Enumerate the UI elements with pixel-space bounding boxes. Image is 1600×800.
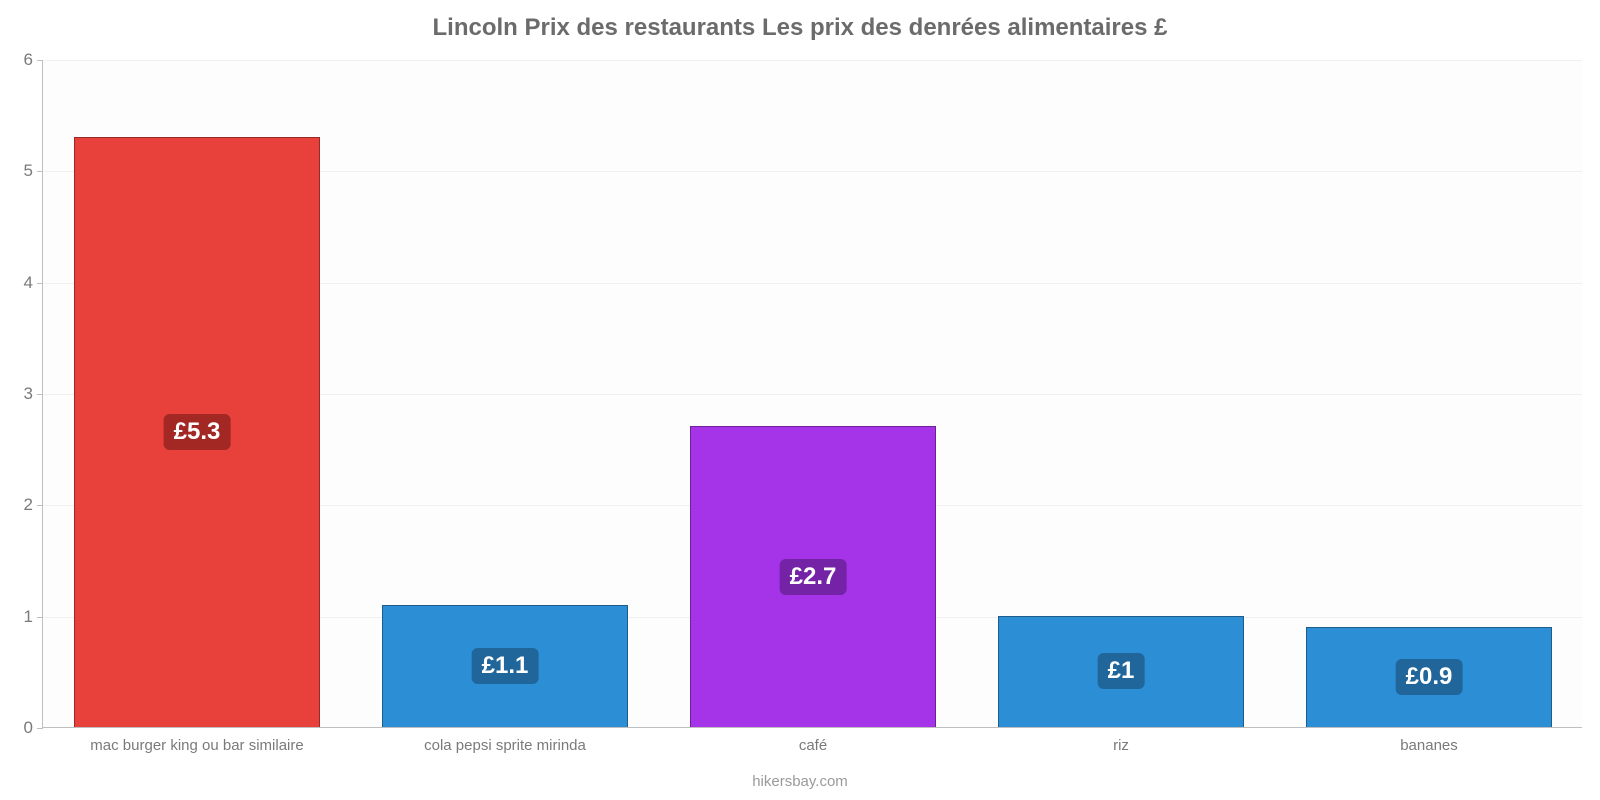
ytick-label: 5 xyxy=(24,161,43,181)
ytick-label: 0 xyxy=(24,718,43,738)
price-bar-chart: Lincoln Prix des restaurants Les prix de… xyxy=(0,0,1600,800)
xtick-label: mac burger king ou bar similaire xyxy=(90,727,303,754)
bar: £1 xyxy=(998,616,1244,727)
value-badge: £0.9 xyxy=(1396,659,1463,695)
xtick-label: café xyxy=(799,727,827,754)
xtick-label: bananes xyxy=(1400,727,1458,754)
xtick-label: riz xyxy=(1113,727,1129,754)
plot-area: 0123456 £5.3£1.1£2.7£1£0.9 mac burger ki… xyxy=(42,60,1582,728)
xtick-label: cola pepsi sprite mirinda xyxy=(424,727,586,754)
bar: £2.7 xyxy=(690,426,936,727)
ytick-label: 1 xyxy=(24,607,43,627)
bar: £1.1 xyxy=(382,605,628,727)
ytick-label: 6 xyxy=(24,50,43,70)
ytick-label: 4 xyxy=(24,273,43,293)
chart-title: Lincoln Prix des restaurants Les prix de… xyxy=(0,14,1600,42)
chart-footer: hikersbay.com xyxy=(0,773,1600,790)
bar: £5.3 xyxy=(74,137,320,727)
value-badge: £1 xyxy=(1098,653,1145,689)
bars-layer: £5.3 £1.1 £2.7 £1 £0.9 xyxy=(43,60,1582,727)
value-badge: £5.3 xyxy=(164,414,231,450)
bar: £0.9 xyxy=(1306,627,1552,727)
value-badge: £1.1 xyxy=(472,648,539,684)
ytick-label: 2 xyxy=(24,495,43,515)
value-badge: £2.7 xyxy=(780,559,847,595)
ytick-label: 3 xyxy=(24,384,43,404)
